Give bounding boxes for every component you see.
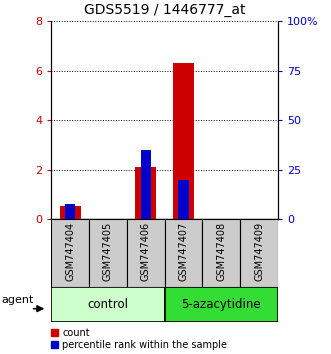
Bar [165,219,203,287]
Bar [65,204,75,219]
Bar [240,219,278,287]
Bar [203,219,240,287]
Bar [60,206,80,219]
Bar [127,219,165,287]
Text: GSM747406: GSM747406 [141,222,151,281]
Bar [51,287,165,322]
Text: GSM747405: GSM747405 [103,222,113,281]
Text: GSM747404: GSM747404 [65,222,75,281]
Bar [141,150,151,219]
Bar [89,219,127,287]
Text: GSM747408: GSM747408 [216,222,226,281]
Text: GSM747409: GSM747409 [254,222,264,281]
Bar [51,219,89,287]
Text: 5-azacytidine: 5-azacytidine [181,298,261,311]
Legend: count, percentile rank within the sample: count, percentile rank within the sample [50,327,228,351]
Bar [165,287,278,322]
Bar [173,63,194,219]
Bar [178,180,189,219]
Text: control: control [87,298,128,311]
Text: GSM747407: GSM747407 [178,222,189,281]
Text: agent: agent [1,295,33,305]
Title: GDS5519 / 1446777_at: GDS5519 / 1446777_at [84,4,245,17]
Bar [135,167,156,219]
